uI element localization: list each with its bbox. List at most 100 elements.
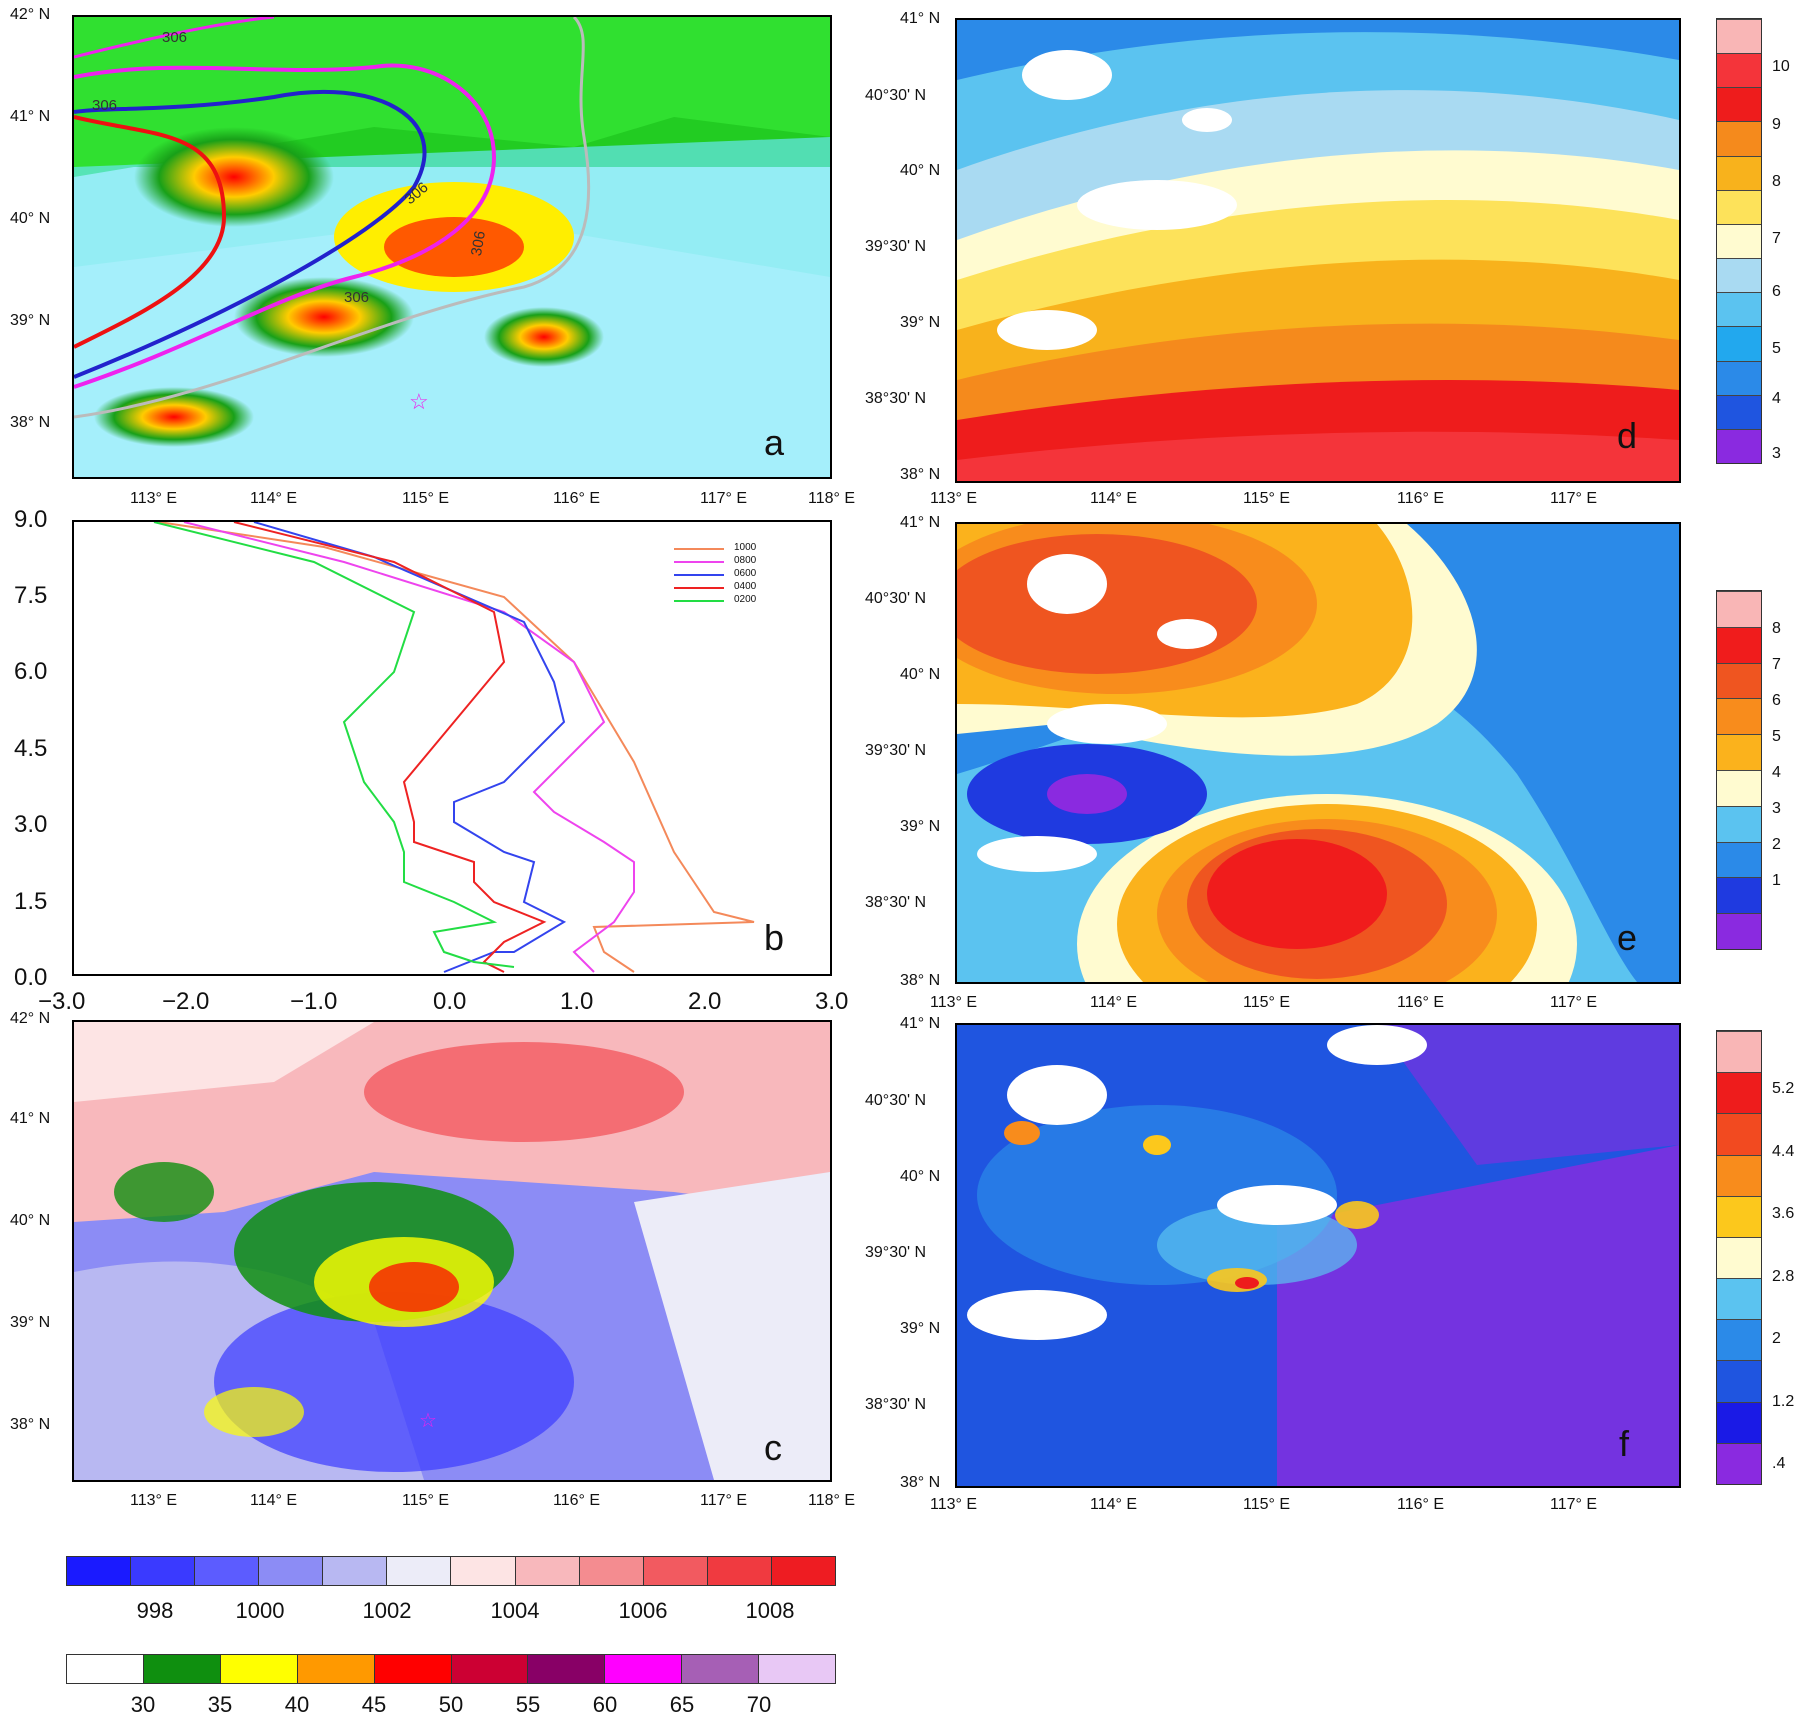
panel-e-map: e	[955, 522, 1681, 984]
colorbar-swatch	[1717, 326, 1761, 361]
panel-f-field	[957, 1025, 1679, 1486]
colorbar-label: 30	[130, 1692, 156, 1717]
colorbar-label: 3.6	[1772, 1205, 1795, 1222]
colorbar-swatch	[1717, 805, 1761, 842]
colorbar-label: 3	[1772, 800, 1781, 817]
colorbar-label: .4	[1772, 1455, 1786, 1472]
colorbar-swatch	[1717, 1154, 1761, 1196]
lat-label: 40° N	[900, 1168, 941, 1185]
colorbar-label: 1000	[235, 1598, 285, 1623]
panel-letter: d	[1617, 415, 1638, 456]
lat-label: 39°30' N	[865, 1244, 927, 1261]
colorbar-swatch	[450, 1557, 515, 1585]
panel-letter: f	[1619, 1423, 1630, 1464]
colorbar-label: 60	[592, 1692, 618, 1717]
lat-label: 38°30' N	[865, 390, 927, 407]
colorbar-label: 70	[746, 1692, 772, 1717]
panel-a-map: ☆ 306 306 306 306 306 a	[72, 15, 832, 479]
lat-label: 38° N	[900, 466, 941, 483]
legend-line	[674, 587, 724, 589]
colorbar-label: 5	[1772, 728, 1781, 745]
colorbar-swatch	[67, 1557, 131, 1585]
lon-label: 116° E	[1397, 490, 1445, 507]
y-tick: 1.5	[14, 888, 48, 915]
colorbar-swatch	[758, 1655, 836, 1683]
colorbar-swatch	[1717, 87, 1761, 122]
colorbar-swatch	[130, 1557, 195, 1585]
colorbar-label: 9	[1772, 116, 1781, 133]
colorbar-label: 1004	[490, 1598, 540, 1623]
lat-label: 41° N	[900, 514, 941, 531]
legend-label: 0400	[734, 581, 757, 592]
panel-b-profiles	[153, 522, 755, 973]
y-tick: 9.0	[14, 506, 48, 533]
lat-label: 40° N	[10, 210, 51, 227]
colorbar-swatch	[1717, 1442, 1761, 1484]
colorbar-label: 7	[1772, 656, 1781, 673]
colorbar-swatch	[514, 1557, 579, 1585]
colorbar-swatch	[1717, 626, 1761, 663]
colorbar-label: 65	[669, 1692, 695, 1717]
lat-label: 40° N	[900, 666, 941, 683]
colorbar-swatch	[1717, 1195, 1761, 1237]
colorbar-swatch	[296, 1655, 374, 1683]
lat-label: 39° N	[900, 1320, 941, 1337]
lat-label: 41° N	[900, 10, 941, 27]
colorbar-swatch	[1717, 1113, 1761, 1155]
colorbar-label: 2	[1772, 836, 1781, 853]
lat-label: 40°30' N	[865, 1092, 927, 1109]
colorbar-swatch	[681, 1655, 759, 1683]
x-tick: 2.0	[688, 988, 722, 1015]
lon-label: 114° E	[1090, 1496, 1138, 1513]
legend-label: 0800	[734, 555, 757, 566]
pressure-colorbar	[66, 1556, 836, 1586]
lon-label: 114° E	[1090, 994, 1138, 1011]
lat-label: 40° N	[900, 162, 941, 179]
colorbar-label: 35	[207, 1692, 233, 1717]
panel-a-reflectivity-field: ☆	[74, 17, 830, 477]
lat-label: 40° N	[10, 1212, 51, 1229]
colorbar-label: 4	[1772, 764, 1781, 781]
colorbar-swatch	[1717, 913, 1761, 949]
colorbar-swatch	[450, 1655, 528, 1683]
colorbar-swatch	[1717, 292, 1761, 327]
panel-e-colorbar	[1716, 590, 1762, 950]
colorbar-swatch	[770, 1557, 835, 1585]
y-tick: 7.5	[14, 582, 48, 609]
colorbar-swatch	[258, 1557, 323, 1585]
colorbar-swatch	[1717, 770, 1761, 806]
colorbar-label: 4.4	[1772, 1143, 1795, 1160]
colorbar-swatch	[322, 1557, 387, 1585]
lat-label: 38° N	[10, 414, 51, 431]
colorbar-swatch	[1717, 394, 1761, 429]
legend-line	[674, 600, 724, 602]
colorbar-swatch	[1717, 360, 1761, 395]
lat-label: 38°30' N	[865, 1396, 927, 1413]
colorbar-swatch	[1717, 1319, 1761, 1361]
colorbar-label: 2.8	[1772, 1268, 1795, 1285]
colorbar-swatch	[527, 1655, 605, 1683]
panel-c-map: ☆ c	[72, 1020, 832, 1482]
reflectivity-colorbar	[66, 1654, 836, 1684]
colorbar-swatch	[1717, 841, 1761, 878]
panel-letter: b	[764, 917, 785, 958]
colorbar-swatch	[1717, 1278, 1761, 1320]
contour-label: 306	[162, 29, 188, 46]
lon-label: 114° E	[250, 1492, 298, 1509]
lon-label: 116° E	[1397, 994, 1445, 1011]
colorbar-swatch	[1717, 53, 1761, 88]
lat-label: 42° N	[10, 1010, 51, 1027]
colorbar-label: 1.2	[1772, 1393, 1795, 1410]
lon-label: 113° E	[130, 490, 178, 507]
lat-label: 41° N	[10, 1110, 51, 1127]
lat-label: 39°30' N	[865, 742, 927, 759]
panel-b-legend: 1000 0800 0600 0400 0200	[674, 542, 794, 627]
colorbar-label: 45	[361, 1692, 387, 1717]
legend-label: 0200	[734, 594, 757, 605]
legend-line	[674, 574, 724, 576]
x-tick: 0.0	[433, 988, 467, 1015]
lat-label: 39° N	[900, 314, 941, 331]
legend-label: 1000	[734, 542, 757, 553]
lon-label: 117° E	[700, 490, 748, 507]
lon-label: 116° E	[553, 490, 601, 507]
